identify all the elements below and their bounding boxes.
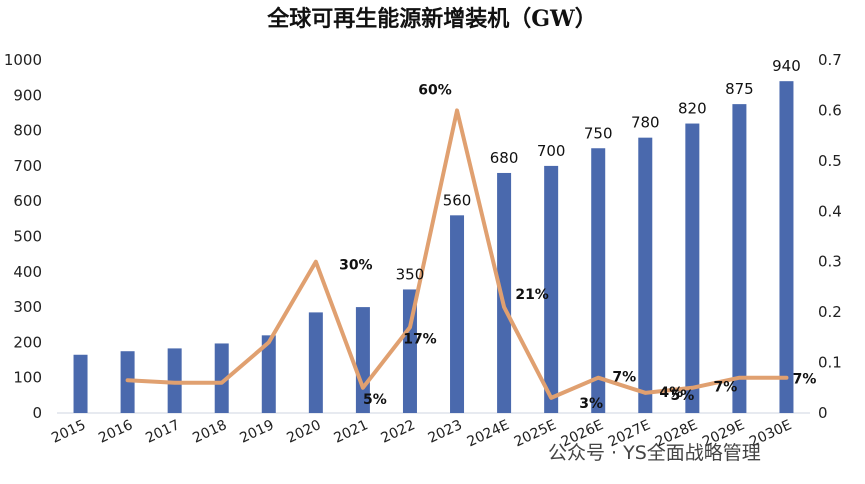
- bar-data-label: 750: [584, 124, 613, 142]
- line-point: [784, 376, 788, 380]
- y-left-tick-label: 200: [13, 333, 42, 351]
- bar-data-label: 680: [490, 149, 519, 167]
- y-right-tick-label: 0.2: [818, 303, 842, 321]
- line-point: [643, 391, 647, 395]
- bar: [214, 343, 229, 413]
- line-point: [502, 305, 506, 309]
- x-tick-label: 2018: [190, 417, 229, 447]
- line-data-label: 30%: [339, 258, 373, 274]
- bar: [497, 172, 512, 413]
- y-right-tick-label: 0.6: [818, 101, 842, 119]
- bar: [732, 104, 747, 413]
- y-right-tick-label: 0: [818, 404, 828, 422]
- line-point: [267, 340, 271, 344]
- y-right-tick-label: 0.5: [818, 152, 842, 170]
- plot-area: 0 100 200 300 400 500 600 700 800 900 1000 0 0.1 0.2 0…: [4, 51, 842, 450]
- line-data-label: 3%: [579, 396, 603, 412]
- y-left-tick-label: 400: [13, 263, 42, 281]
- y-right-tick-label: 0.3: [818, 253, 842, 271]
- bar: [450, 215, 465, 413]
- x-tick-label: 2017: [143, 417, 182, 447]
- y-right-tick-label: 0.4: [818, 202, 842, 220]
- y-left-tick-label: 100: [13, 369, 42, 387]
- line-point: [596, 376, 600, 380]
- x-tick-label: 2015: [49, 417, 88, 447]
- line-point: [173, 381, 177, 385]
- line-data-label: 5%: [670, 388, 694, 404]
- line-point: [126, 378, 130, 382]
- line-data-label: 7%: [714, 380, 738, 396]
- bar-data-label: 700: [537, 142, 566, 160]
- x-tick-label: 2021: [332, 417, 371, 447]
- x-tick-label: 2024E: [465, 417, 512, 450]
- x-tick-label: 2020: [284, 417, 323, 447]
- y-left-tick-label: 0: [32, 404, 42, 422]
- line-point: [549, 396, 553, 400]
- line-data-label: 17%: [403, 331, 437, 347]
- bar: [591, 148, 606, 413]
- x-tick-label: 2023: [426, 417, 465, 447]
- line-point: [455, 108, 459, 112]
- bar-data-label: 780: [631, 114, 660, 132]
- bar: [638, 137, 653, 413]
- y-left-tick-label: 700: [13, 157, 42, 175]
- y-left-tick-label: 900: [13, 86, 42, 104]
- bar: [779, 81, 794, 414]
- x-tick-label: 2019: [237, 417, 276, 447]
- bar-data-label: 820: [678, 100, 707, 118]
- bar: [261, 335, 276, 413]
- line-data-label: 7%: [793, 372, 817, 388]
- bar: [167, 348, 182, 413]
- bar: [308, 312, 323, 413]
- line-point: [690, 386, 694, 390]
- y-left-tick-label: 1000: [4, 51, 42, 69]
- watermark: 公众号 · YS全面战略管理: [548, 442, 761, 464]
- bar-data-label: 940: [772, 57, 801, 75]
- bar: [73, 354, 88, 413]
- x-tick-label: 2022: [379, 417, 418, 447]
- line-data-label: 4%: [659, 385, 683, 401]
- chart-title: 全球可再生能源新增装机（GW）: [266, 6, 597, 32]
- bar-data-label: 875: [725, 80, 754, 98]
- y-left-tick-label: 800: [13, 122, 42, 140]
- y-left-tick-label: 500: [13, 228, 42, 246]
- x-tick-label: 2016: [96, 417, 135, 447]
- bar-data-label: 560: [443, 191, 472, 209]
- line-point: [361, 386, 365, 390]
- y-right-tick-label: 0.7: [818, 51, 842, 69]
- y-right-tick-label: 0.1: [818, 354, 842, 372]
- line-point: [314, 260, 318, 264]
- line-point: [220, 381, 224, 385]
- line-point: [737, 376, 741, 380]
- bar: [685, 123, 700, 413]
- bar: [544, 165, 559, 413]
- line-data-label: 21%: [515, 287, 549, 303]
- line-data-label: 7%: [612, 370, 636, 386]
- line-data-label: 60%: [418, 82, 452, 98]
- line-point: [408, 325, 412, 329]
- y-left-tick-label: 300: [13, 298, 42, 316]
- y-left-tick-label: 600: [13, 192, 42, 210]
- bar-data-label: 350: [396, 265, 425, 283]
- line-data-label: 5%: [363, 392, 387, 408]
